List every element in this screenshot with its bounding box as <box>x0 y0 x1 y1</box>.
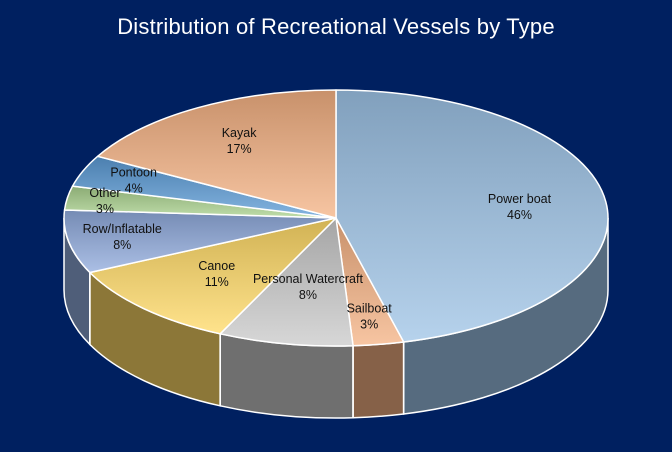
data-label-kayak: Kayak 17% <box>222 126 257 156</box>
category-label-row-inflatable: Row/Inflatable <box>83 222 162 236</box>
category-label-sailboat: Sailboat <box>347 302 393 316</box>
percent-label-kayak: 17% <box>227 142 252 156</box>
percent-label-row-inflatable: 8% <box>113 238 131 252</box>
slice-personal-watercraft <box>219 217 354 347</box>
slice-side-sailboat <box>352 341 405 419</box>
chart-title: Distribution of Recreational Vessels by … <box>117 14 555 39</box>
slice-canoe <box>89 217 337 335</box>
percent-label-sailboat: 3% <box>360 318 378 332</box>
percent-label-canoe: 11% <box>205 275 229 289</box>
category-label-kayak: Kayak <box>222 126 257 140</box>
category-label-pontoon: Pontoon <box>110 165 157 179</box>
data-label-sailboat: Sailboat 3% <box>347 302 393 332</box>
data-label-power-boat: Power boat 46% <box>488 192 552 222</box>
percent-label-other: 3% <box>96 202 114 216</box>
slice-row-inflatable <box>63 209 337 274</box>
category-label-canoe: Canoe <box>198 259 235 273</box>
category-label-personal-watercraft: Personal Watercraft <box>253 272 364 286</box>
percent-label-pontoon: 4% <box>125 181 143 195</box>
category-label-other: Other <box>89 186 120 200</box>
data-label-other: Other 3% <box>89 186 120 216</box>
data-label-row-inflatable: Row/Inflatable 8% <box>83 222 162 252</box>
data-label-pontoon: Pontoon 4% <box>110 165 157 195</box>
percent-label-power-boat: 46% <box>507 208 532 222</box>
percent-label-personal-watercraft: 8% <box>299 288 317 302</box>
data-label-personal-watercraft: Personal Watercraft 8% <box>253 272 364 302</box>
data-label-canoe: Canoe 11% <box>198 259 235 289</box>
category-label-power-boat: Power boat <box>488 192 552 206</box>
slice-kayak <box>96 89 337 219</box>
slice-power-boat <box>335 89 609 343</box>
